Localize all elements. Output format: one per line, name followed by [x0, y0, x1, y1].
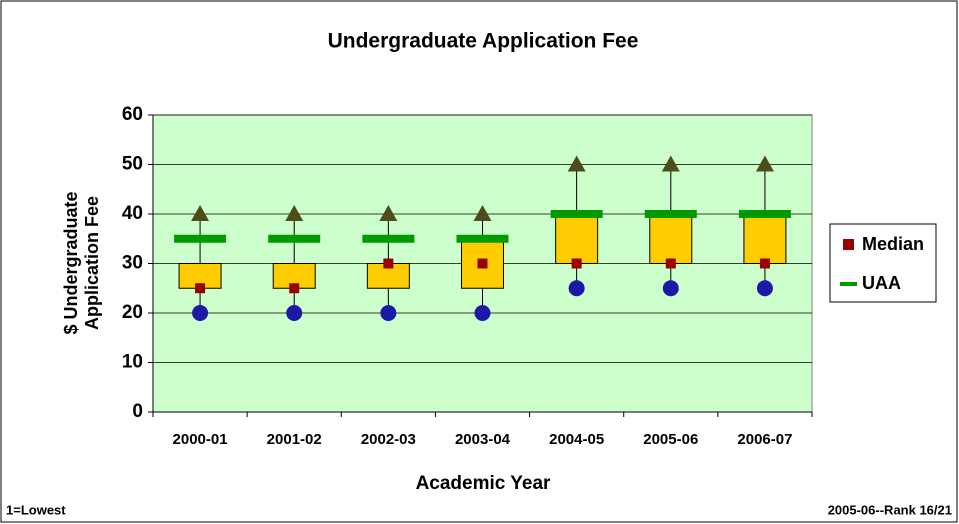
legend [829, 223, 937, 303]
max-marker [285, 205, 304, 221]
x-tick-label: 2006-07 [737, 431, 792, 448]
median-marker [571, 258, 582, 269]
y-tick-label: 60 [122, 104, 143, 125]
legend-label: Median [862, 234, 924, 254]
min-marker [380, 305, 397, 321]
footnote: 2005-06--Rank 16/21 [828, 502, 952, 517]
y-tick-label: 0 [132, 401, 143, 422]
max-marker [567, 155, 586, 172]
median-marker [383, 258, 394, 269]
max-marker [379, 205, 398, 221]
y-tick-label: 50 [122, 154, 143, 175]
min-marker [286, 305, 303, 321]
min-marker [662, 280, 679, 297]
median-marker [195, 283, 206, 294]
uaa-marker [174, 234, 227, 243]
median-marker [477, 258, 488, 269]
uaa-marker [456, 234, 509, 243]
y-tick-label: 10 [122, 352, 143, 373]
x-tick-label: 2000-01 [173, 431, 228, 448]
y-tick-label: 40 [122, 203, 143, 224]
median-marker [665, 258, 676, 269]
x-tick-label: 2004-05 [549, 431, 604, 448]
max-marker [755, 155, 774, 172]
max-marker [191, 205, 210, 221]
min-marker [756, 280, 773, 297]
y-axis-label: $ Undergraduate [61, 191, 81, 334]
box [649, 213, 693, 264]
max-marker [661, 155, 680, 172]
min-marker [568, 280, 585, 297]
uaa-marker [268, 234, 321, 243]
x-tick-label: 2001-02 [267, 431, 322, 448]
uaa-marker [738, 210, 791, 218]
min-marker [474, 305, 491, 321]
min-marker [192, 305, 209, 321]
max-marker [473, 205, 492, 221]
box [555, 213, 599, 264]
box [743, 213, 787, 264]
legend-swatch [840, 282, 857, 286]
y-tick-label: 20 [122, 302, 143, 323]
footnote: 1=Lowest [6, 502, 66, 517]
y-tick-label: 30 [122, 253, 143, 274]
x-tick-label: 2005-06 [643, 431, 698, 448]
uaa-marker [644, 210, 697, 218]
legend-swatch [843, 239, 854, 250]
median-marker [759, 258, 770, 269]
x-axis-label: Academic Year [416, 473, 551, 494]
uaa-marker [550, 210, 603, 218]
x-tick-label: 2003-04 [455, 431, 511, 448]
x-tick-label: 2002-03 [361, 431, 416, 448]
median-marker [289, 283, 300, 294]
legend-label: UAA [862, 273, 901, 293]
chart-title: Undergraduate Application Fee [328, 30, 639, 53]
uaa-marker [362, 234, 415, 243]
y-axis-label: Application Fee [82, 196, 102, 330]
